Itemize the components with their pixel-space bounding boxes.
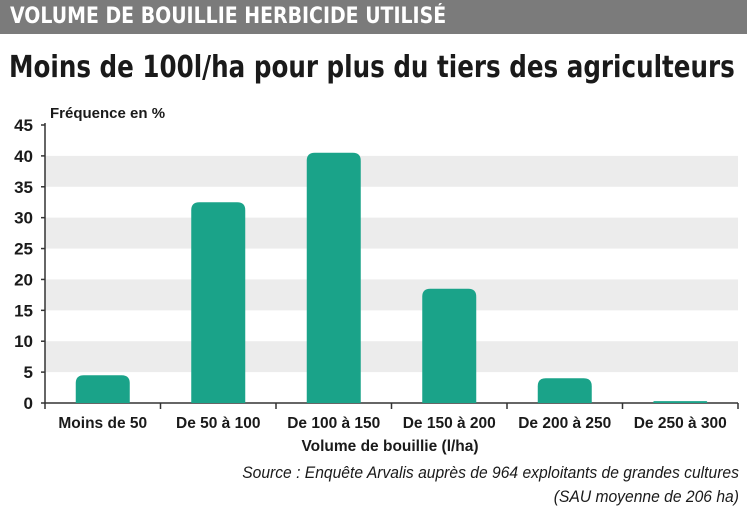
x-axis-label: Volume de bouillie (l/ha) [301, 438, 478, 455]
y-tick-label: 45 [14, 116, 33, 135]
bar [653, 401, 708, 403]
y-tick-label: 5 [24, 363, 33, 382]
bar [422, 288, 477, 403]
y-tick-label: 20 [14, 270, 33, 289]
grid-band [45, 341, 738, 373]
y-tick-label: 40 [14, 147, 33, 166]
x-tick-label: De 250 à 300 [634, 415, 727, 432]
y-tick-label: 15 [14, 301, 33, 320]
bar [306, 152, 361, 403]
bar [75, 375, 130, 403]
bar [191, 202, 246, 403]
banner-title: VOLUME DE BOUILLIE HERBICIDE UTILISÉ [10, 4, 447, 29]
y-tick-label: 35 [14, 178, 33, 197]
grid-band [45, 279, 738, 311]
y-tick-label: 10 [14, 332, 33, 351]
y-axis-label: Fréquence en % [50, 105, 165, 122]
chart-headline: Moins de 100l/ha pour plus du tiers des … [9, 50, 735, 85]
x-tick-label: De 150 à 200 [403, 415, 496, 432]
source-line-1: Source : Enquête Arvalis auprès de 964 e… [242, 463, 739, 482]
source-note: Source : Enquête Arvalis auprès de 964 e… [242, 461, 739, 509]
x-tick-label: De 100 à 150 [287, 415, 380, 432]
y-tick-label: 30 [14, 209, 33, 228]
x-tick-label: Moins de 50 [58, 415, 147, 432]
grid-band [45, 217, 738, 249]
source-line-2: (SAU moyenne de 206 ha) [553, 487, 739, 506]
y-tick-label: 0 [24, 394, 33, 413]
bar [537, 378, 592, 403]
header-banner: VOLUME DE BOUILLIE HERBICIDE UTILISÉ [0, 0, 747, 34]
x-tick-label: De 200 à 250 [518, 415, 611, 432]
y-tick-label: 25 [14, 240, 33, 259]
x-tick-label: De 50 à 100 [176, 415, 260, 432]
grid-band [45, 155, 738, 187]
